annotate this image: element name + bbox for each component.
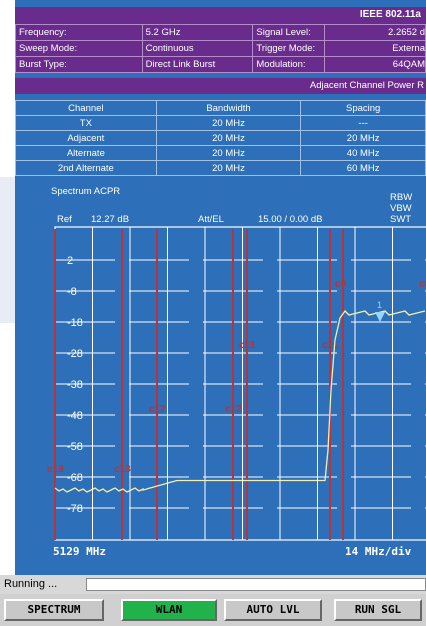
plot-name: Spectrum ACPR [51, 186, 121, 197]
header-bandwidth: Bandwidth [155, 100, 302, 116]
settings-row: Sweep Mode: Continuous Trigger Mode: Ext… [15, 40, 426, 57]
spacing-cell: 20 MHz [300, 130, 426, 146]
marker-label: c12 [225, 404, 242, 415]
marker-label: c0 [335, 279, 347, 290]
modulation-value: 64QAM [324, 56, 426, 73]
status-text: Running ... [4, 578, 58, 590]
start-frequency: 5129 MHz [53, 545, 106, 558]
y-tick-label: -78 [67, 503, 83, 515]
title-bar: IEEE 802.11a [15, 7, 426, 24]
marker-label: c13 [114, 464, 131, 475]
bandwidth-cell: 20 MHz [155, 130, 302, 146]
spectrum-softkey[interactable]: SPECTRUM [4, 599, 104, 621]
frequency-value: 5.2 GHz [141, 24, 254, 41]
marker-1-label: 1 [377, 300, 382, 310]
att-value: 15.00 / 0.00 dB [258, 214, 323, 225]
settings-row: Frequency: 5.2 GHz Signal Level: 2.2652 … [15, 24, 426, 41]
table-row: Alternate 20 MHz 40 MHz [15, 145, 426, 161]
trigger-mode-value: Externa [324, 40, 426, 57]
burst-type-label: Burst Type: [15, 56, 143, 73]
y-tick-label: -48 [67, 410, 83, 422]
analyzer-screen: IEEE 802.11a Frequency: 5.2 GHz Signal L… [15, 0, 426, 597]
table-row: TX 20 MHz --- [15, 115, 426, 131]
table-row: 2nd Alternate 20 MHz 60 MHz [15, 160, 426, 176]
ref-value: 12.27 dB [91, 214, 130, 225]
signal-level-value: 2.2652 d [324, 24, 426, 41]
auto-level-softkey[interactable]: AUTO LVL [224, 599, 322, 621]
marker-label: c0 [419, 279, 426, 290]
spacing-cell: --- [300, 115, 426, 131]
y-tick-label: -38 [67, 379, 83, 391]
bandwidth-cell: 20 MHz [155, 145, 302, 161]
marker-label: c11 [239, 340, 256, 351]
burst-type-value: Direct Link Burst [141, 56, 254, 73]
table-row: Adjacent 20 MHz 20 MHz [15, 130, 426, 146]
wlan-softkey[interactable]: WLAN [121, 599, 217, 621]
rbw-label: RBW [390, 192, 413, 203]
bandwidth-cell: 20 MHz [155, 115, 302, 131]
frequency-label: Frequency: [15, 24, 143, 41]
settings-row: Burst Type: Direct Link Burst Modulation… [15, 56, 426, 73]
vbw-label: VBW [390, 203, 412, 214]
horizontal-grid [55, 259, 426, 509]
run-single-softkey[interactable]: RUN SGL [334, 599, 422, 621]
marker-triangle-icon [375, 312, 385, 322]
y-tick-labels: 2 -8 -18 -28 -38 -48 -58 -68 -78 [67, 255, 83, 515]
marker-label: c11 [322, 340, 339, 351]
left-background-band [0, 177, 15, 323]
channel-cell: TX [15, 115, 157, 131]
y-tick-label: -58 [67, 441, 83, 453]
marker-label: c12 [149, 404, 166, 415]
bandwidth-cell: 20 MHz [155, 160, 302, 176]
swt-label: SWT [390, 214, 412, 225]
marker-label: c13 [47, 464, 64, 475]
header-channel: Channel [15, 100, 157, 116]
channel-cell: 2nd Alternate [15, 160, 157, 176]
sweep-mode-label: Sweep Mode: [15, 40, 143, 57]
ref-label: Ref [57, 214, 72, 225]
y-tick-label: 2 [67, 255, 73, 267]
marker-lines: c13 c13 c12 c12 c11 c11 c0 c0 [47, 229, 426, 540]
trigger-mode-label: Trigger Mode: [252, 40, 326, 57]
y-tick-label: -18 [67, 317, 83, 329]
marker-1: 1 [375, 300, 385, 322]
standard-title: IEEE 802.11a [359, 9, 421, 20]
att-label: Att/EL [198, 214, 224, 225]
softkey-bar: SPECTRUM WLAN AUTO LVL RUN SGL [0, 594, 426, 626]
y-tick-label: -8 [67, 286, 77, 298]
section-title: Adjacent Channel Power R [309, 80, 424, 91]
channel-cell: Adjacent [15, 130, 157, 146]
channel-table-header: Channel Bandwidth Spacing [15, 100, 426, 116]
section-title-bar: Adjacent Channel Power R [15, 78, 426, 94]
spacing-cell: 40 MHz [300, 145, 426, 161]
channel-table: Channel Bandwidth Spacing TX 20 MHz --- … [15, 100, 426, 176]
sweep-mode-value: Continuous [141, 40, 254, 57]
settings-table: Frequency: 5.2 GHz Signal Level: 2.2652 … [15, 24, 426, 73]
y-tick-label: -68 [67, 472, 83, 484]
progress-bar [86, 578, 426, 591]
span-per-division: 14 MHz/div [345, 545, 412, 558]
channel-cell: Alternate [15, 145, 157, 161]
spectrum-trace [54, 309, 426, 493]
spacing-cell: 60 MHz [300, 160, 426, 176]
header-spacing: Spacing [300, 100, 426, 116]
spectrum-plot: 2 -8 -18 -28 -38 -48 -58 -68 -78 c13 c13 c12 c12 c11… [47, 226, 426, 541]
modulation-label: Modulation: [252, 56, 326, 73]
signal-level-label: Signal Level: [252, 24, 326, 41]
status-bar: Running ... [0, 575, 426, 594]
y-tick-label: -28 [67, 348, 83, 360]
